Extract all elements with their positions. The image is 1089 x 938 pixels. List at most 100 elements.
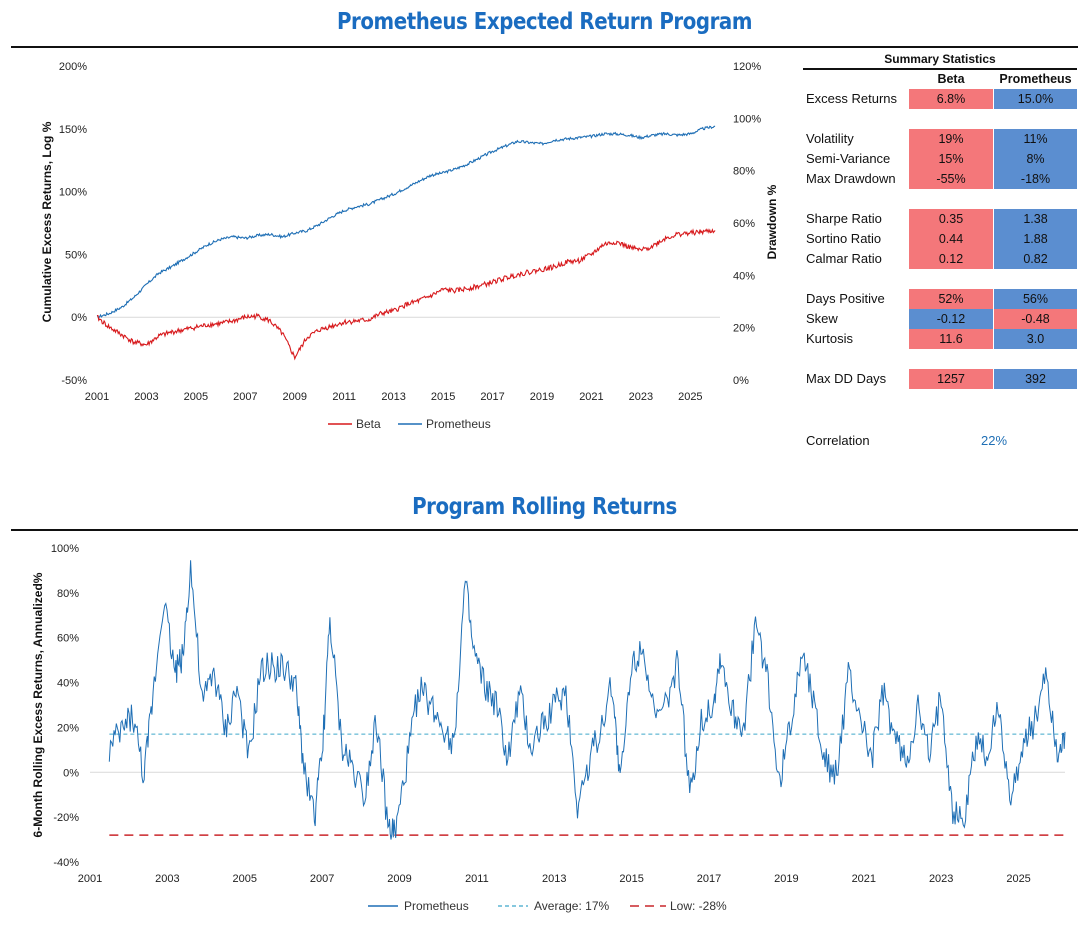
x-tick-label: 2005 bbox=[233, 873, 257, 885]
stats-row: Excess Returns 6.8% 15.0% bbox=[803, 89, 1079, 109]
x-tick-label: 2025 bbox=[678, 391, 702, 403]
x-tick-label: 2017 bbox=[480, 391, 504, 403]
cumulative-returns-chart: -50% 0% 50% 100% 150% 200% 0% 20% 40% 60% 80% 100% 1… bbox=[40, 61, 779, 431]
x-tick-label: 2025 bbox=[1006, 873, 1030, 885]
x-tick-label: 2017 bbox=[697, 873, 721, 885]
stats-beta-value: 15% bbox=[909, 149, 993, 169]
x-tick-label: 2007 bbox=[310, 873, 334, 885]
x-tick-label: 2015 bbox=[431, 391, 455, 403]
stats-prometheus-value: -0.48 bbox=[994, 309, 1077, 329]
legend-prometheus-label: Prometheus bbox=[426, 417, 491, 431]
stats-row: Skew -0.12 -0.48 bbox=[803, 309, 1079, 329]
stats-row: Days Positive 52% 56% bbox=[803, 289, 1079, 309]
stats-row: Kurtosis 11.6 3.0 bbox=[803, 329, 1079, 349]
x-tick-label: 2023 bbox=[629, 391, 653, 403]
beta-column-header: Beta bbox=[937, 72, 965, 86]
stats-beta-value: 52% bbox=[909, 289, 993, 309]
x-tick-label: 2005 bbox=[184, 391, 208, 403]
x-tick-label: 2001 bbox=[85, 391, 109, 403]
stats-row-label: Max Drawdown bbox=[806, 171, 896, 186]
y-tick-label: -20% bbox=[53, 812, 79, 824]
stats-row: Calmar Ratio 0.12 0.82 bbox=[803, 249, 1079, 269]
stats-row: Sharpe Ratio 0.35 1.38 bbox=[803, 209, 1079, 229]
stats-row-label: Days Positive bbox=[806, 291, 885, 306]
x-tick-label: 2013 bbox=[381, 391, 405, 403]
correlation-label: Correlation bbox=[806, 433, 870, 448]
x-tick-label: 2011 bbox=[465, 873, 489, 885]
y-tick-label: -50% bbox=[61, 375, 87, 387]
stats-prometheus-value: 56% bbox=[994, 289, 1077, 309]
y-tick-label: 40% bbox=[57, 678, 79, 690]
y2-tick-label: 40% bbox=[733, 270, 755, 282]
y-tick-label: 100% bbox=[51, 543, 79, 555]
rolling-returns-chart: -40% -20% 0% 20% 40% 60% 80% 100% 2001 2003 2005 20… bbox=[31, 543, 1066, 913]
y2-tick-label: 80% bbox=[733, 166, 755, 178]
stats-row-label: Semi-Variance bbox=[806, 151, 891, 166]
y2-tick-label: 60% bbox=[733, 218, 755, 230]
x-tick-label: 2007 bbox=[233, 391, 257, 403]
y2-tick-label: 100% bbox=[733, 113, 761, 125]
stats-prometheus-value: 1.88 bbox=[994, 229, 1077, 249]
x-tick-label: 2023 bbox=[929, 873, 953, 885]
series-prometheus-line bbox=[96, 125, 716, 319]
stats-row: Sortino Ratio 0.44 1.88 bbox=[803, 229, 1079, 249]
stats-row: Max DD Days 1257 392 bbox=[803, 369, 1079, 389]
legend-average-label: Average: 17% bbox=[534, 899, 609, 913]
main-title: Prometheus Expected Return Program bbox=[336, 9, 753, 35]
y2-axis-title: Drawdown % bbox=[765, 184, 779, 259]
stats-beta-value: 6.8% bbox=[909, 89, 993, 109]
stats-row-label: Max DD Days bbox=[806, 371, 887, 386]
y-tick-label: 50% bbox=[65, 249, 87, 261]
stats-beta-value: 1257 bbox=[909, 369, 993, 389]
x-tick-label: 2021 bbox=[852, 873, 876, 885]
header-rule bbox=[11, 46, 1078, 48]
rolling-rule bbox=[11, 529, 1078, 531]
stats-row-label: Sharpe Ratio bbox=[806, 211, 882, 226]
y-tick-label: 150% bbox=[59, 124, 87, 136]
summary-statistics-title: Summary Statistics bbox=[803, 52, 1077, 70]
x-tick-label: 2013 bbox=[542, 873, 566, 885]
legend-beta-label: Beta bbox=[356, 417, 381, 431]
prometheus-column-header: Prometheus bbox=[999, 72, 1072, 86]
stats-prometheus-value: -18% bbox=[994, 169, 1077, 189]
y2-tick-label: 0% bbox=[733, 375, 749, 387]
stats-beta-value: 19% bbox=[909, 129, 993, 149]
stats-row-label: Kurtosis bbox=[806, 331, 853, 346]
x-tick-label: 2021 bbox=[579, 391, 603, 403]
stats-row-label: Skew bbox=[806, 311, 838, 326]
stats-beta-value: -0.12 bbox=[909, 309, 993, 329]
x-tick-label: 2019 bbox=[774, 873, 798, 885]
stats-prometheus-value: 1.38 bbox=[994, 209, 1077, 229]
y2-tick-label: 120% bbox=[733, 61, 761, 73]
stats-beta-value: 0.44 bbox=[909, 229, 993, 249]
stats-prometheus-value: 11% bbox=[994, 129, 1077, 149]
legend-low-label: Low: -28% bbox=[670, 899, 727, 913]
legend-prometheus-label: Prometheus bbox=[404, 899, 469, 913]
stats-row: Volatility 19% 11% bbox=[803, 129, 1079, 149]
x-tick-label: 2015 bbox=[619, 873, 643, 885]
stats-prometheus-value: 392 bbox=[994, 369, 1077, 389]
series-beta-line bbox=[97, 228, 716, 361]
stats-row-label: Calmar Ratio bbox=[806, 251, 882, 266]
y-tick-label: 80% bbox=[57, 588, 79, 600]
y-tick-label: 60% bbox=[57, 633, 79, 645]
y-tick-label: 0% bbox=[63, 767, 79, 779]
stats-prometheus-value: 15.0% bbox=[994, 89, 1077, 109]
stats-beta-value: 11.6 bbox=[909, 329, 993, 349]
series-prometheus-line bbox=[108, 560, 1066, 840]
y-tick-label: 0% bbox=[71, 312, 87, 324]
y-axis-title: Cumulative Excess Returns, Log % bbox=[40, 121, 54, 322]
stats-beta-value: -55% bbox=[909, 169, 993, 189]
stats-row-label: Volatility bbox=[806, 131, 854, 146]
y-tick-label: 20% bbox=[57, 722, 79, 734]
stats-prometheus-value: 0.82 bbox=[994, 249, 1077, 269]
x-tick-label: 2001 bbox=[78, 873, 102, 885]
stats-prometheus-value: 3.0 bbox=[994, 329, 1077, 349]
x-tick-label: 2003 bbox=[134, 391, 158, 403]
x-tick-label: 2011 bbox=[332, 391, 356, 403]
x-tick-label: 2009 bbox=[387, 873, 411, 885]
stats-row-label: Sortino Ratio bbox=[806, 231, 882, 246]
stats-row-label: Excess Returns bbox=[806, 91, 898, 106]
stats-prometheus-value: 8% bbox=[994, 149, 1077, 169]
y2-tick-label: 20% bbox=[733, 323, 755, 335]
